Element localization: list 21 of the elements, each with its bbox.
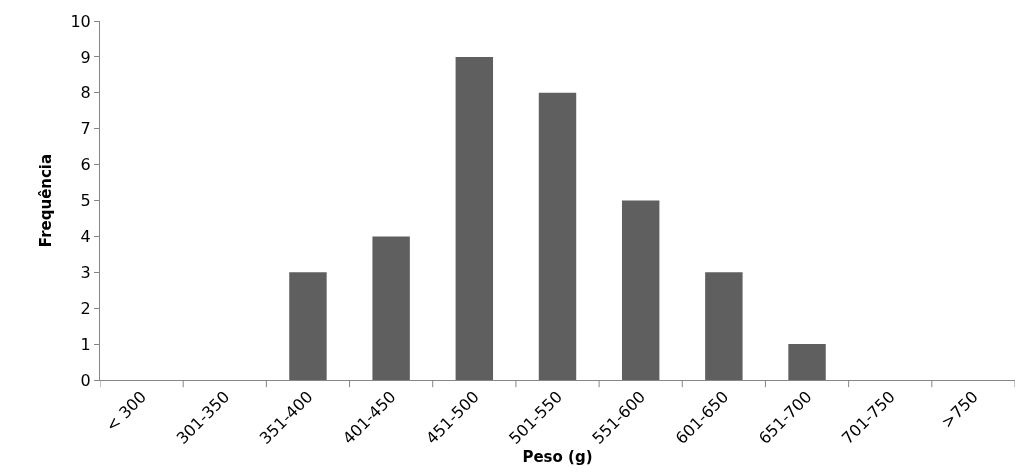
y-tick-label: 8 xyxy=(80,83,91,103)
y-tick-label: 4 xyxy=(80,227,91,246)
y-tick-label: 5 xyxy=(80,191,91,211)
bar xyxy=(455,56,494,380)
y-tick-label: 6 xyxy=(80,155,91,175)
bar xyxy=(705,272,743,380)
y-tick-label: 10 xyxy=(70,11,91,31)
y-axis-title: Frequência xyxy=(36,153,55,248)
y-tick-label: 1 xyxy=(80,334,91,354)
x-tick-label: < 300 xyxy=(101,387,151,436)
y-tick-label: 2 xyxy=(80,298,91,318)
bar xyxy=(289,272,327,380)
x-axis-title: Peso (g) xyxy=(522,447,593,466)
y-tick-label: 9 xyxy=(80,47,91,67)
y-tick-label: 0 xyxy=(80,370,91,390)
y-tick-label: 7 xyxy=(80,119,91,139)
bar xyxy=(372,236,410,380)
y-tick-label: 3 xyxy=(80,262,91,282)
bar xyxy=(621,200,660,380)
bar xyxy=(788,344,826,380)
bar xyxy=(538,92,577,380)
